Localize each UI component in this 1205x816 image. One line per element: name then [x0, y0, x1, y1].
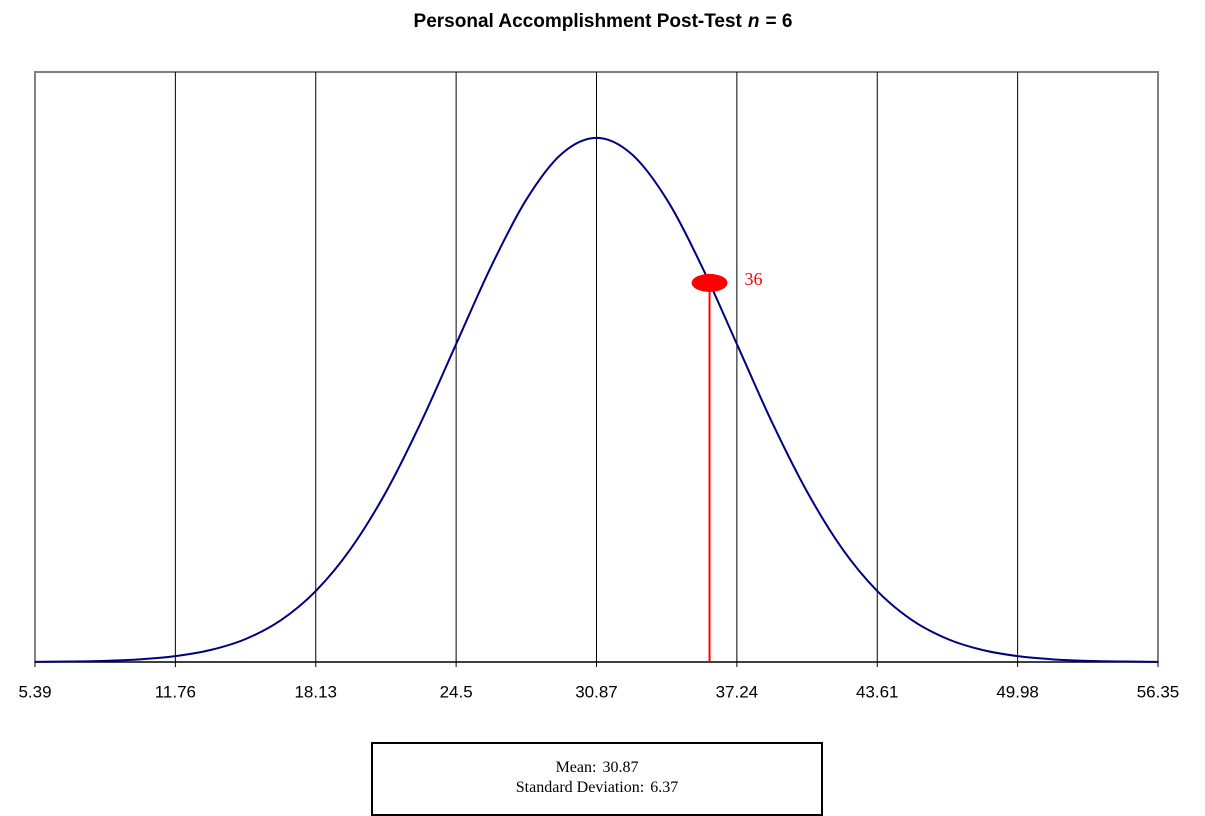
x-tick-label: 18.13: [294, 682, 337, 701]
stat-label: Mean:: [556, 759, 597, 776]
marker-point: [691, 273, 728, 292]
stat-value: 30.87: [602, 759, 638, 776]
x-tick-label: 30.87: [575, 682, 618, 701]
curve: [34, 136, 1159, 663]
chart-title: Personal Accomplishment Post-Test n = 6: [414, 11, 793, 32]
x-tick-label: 24.5: [440, 682, 473, 701]
x-tick-label: 56.35: [1137, 682, 1180, 701]
stats-box: [371, 742, 823, 816]
stat-label: Standard Deviation:: [516, 779, 644, 796]
stat-value: 6.37: [650, 779, 678, 796]
title-value: = 6: [766, 11, 793, 32]
title-n: n: [748, 11, 760, 32]
stat-sd: Standard Deviation: 6.37: [516, 779, 678, 796]
marker-label: 36: [745, 269, 763, 289]
x-tick-label: 5.39: [18, 682, 51, 701]
title-text: Personal Accomplishment Post-Test: [414, 11, 743, 32]
x-tick-label: 43.61: [856, 682, 899, 701]
x-tick-label: 37.24: [716, 682, 759, 701]
x-tick-label: 11.76: [155, 682, 196, 701]
stat-mean: Mean: 30.87: [556, 759, 639, 776]
x-tick-label: 49.98: [996, 682, 1039, 701]
